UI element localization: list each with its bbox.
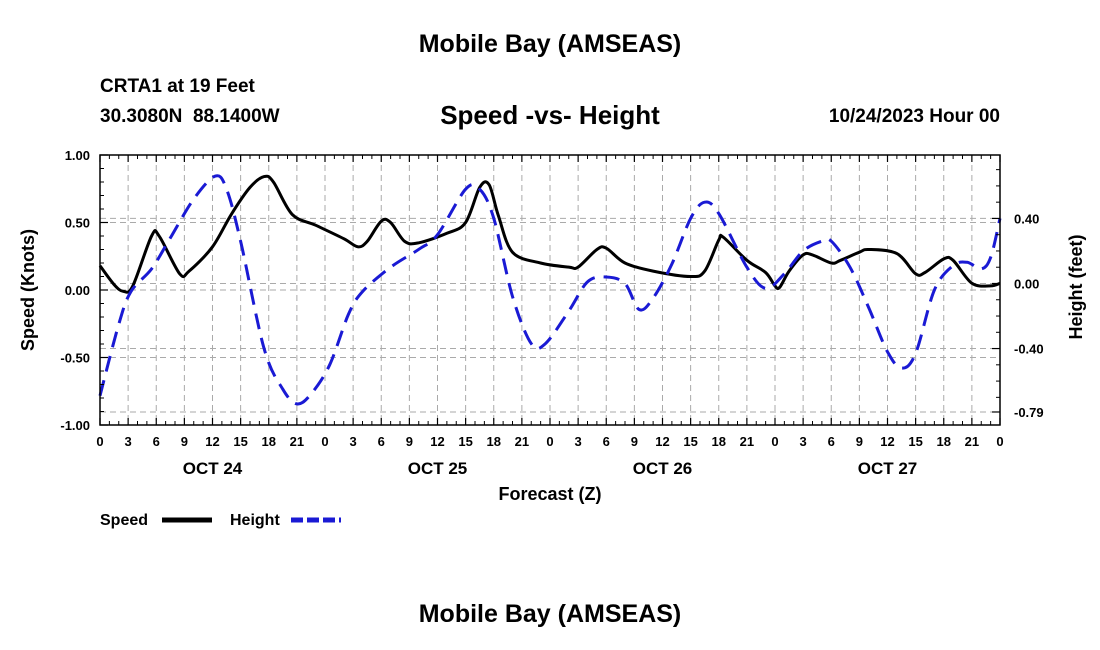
x-tick-label: 0 [996, 434, 1003, 449]
y-tick-label: -1.00 [60, 418, 90, 433]
chart-title: Mobile Bay (AMSEAS) [418, 30, 682, 58]
x-tick-label: 21 [290, 434, 304, 449]
series-speed-line [98, 174, 1001, 294]
x-tick-label: 0 [321, 434, 328, 449]
x-tick-label: 6 [603, 434, 610, 449]
series-height-line [98, 174, 1002, 406]
day-label: OCT 26 [633, 459, 693, 478]
x-tick-label: 0 [771, 434, 778, 449]
x-tick-label: 0 [96, 434, 103, 449]
x-tick-label: 12 [205, 434, 219, 449]
y2-tick-label: -0.40 [1014, 342, 1044, 357]
x-tick-label: 6 [828, 434, 835, 449]
y-tick-label: -0.50 [60, 351, 90, 366]
y2-tick-label: 0.00 [1014, 276, 1039, 291]
x-tick-label: 15 [683, 434, 697, 449]
day-label: OCT 27 [858, 459, 918, 478]
x-tick-label: 21 [515, 434, 529, 449]
x-tick-label: 9 [631, 434, 638, 449]
station-coordinates: 30.3080N 88.1400W [100, 106, 280, 127]
y-tick-label: 1.00 [65, 148, 90, 163]
x-tick-label: 6 [153, 434, 160, 449]
y2-axis-title: Height (feet) [1066, 235, 1086, 340]
footer-title: Mobile Bay (AMSEAS) [418, 600, 682, 628]
x-tick-label: 12 [655, 434, 669, 449]
forecast-datetime: 10/24/2023 Hour 00 [828, 106, 1000, 127]
x-tick-label: 12 [430, 434, 444, 449]
x-tick-label: 3 [125, 434, 132, 449]
x-axis-title: Forecast (Z) [498, 484, 601, 504]
x-tick-label: 21 [740, 434, 754, 449]
x-tick-label: 15 [908, 434, 922, 449]
x-tick-label: 3 [575, 434, 582, 449]
x-tick-label: 9 [181, 434, 188, 449]
legend: Speed Height [100, 512, 341, 529]
y-tick-label: 0.50 [65, 216, 90, 231]
axes-layer: 0 3 6 9 12 15 18 21 0 3 6 9 12 15 18 21 0 3 6 9 12 15 18 21 0 3 6 9… [60, 148, 1043, 478]
day-label: OCT 25 [408, 459, 468, 478]
x-tick-label: 9 [856, 434, 863, 449]
x-tick-label: 9 [406, 434, 413, 449]
x-tick-label: 18 [712, 434, 726, 449]
y-tick-label: 0.00 [65, 283, 90, 298]
legend-label-speed: Speed [100, 512, 148, 529]
chart-subtitle: Speed -vs- Height [440, 100, 660, 130]
y2-tick-label: 0.40 [1014, 211, 1039, 226]
station-name: CRTA1 at 19 Feet [100, 76, 255, 97]
x-tick-label: 18 [937, 434, 951, 449]
legend-label-height: Height [230, 512, 280, 529]
x-tick-label: 15 [458, 434, 472, 449]
grid-layer [100, 155, 1000, 425]
x-tick-label: 21 [965, 434, 979, 449]
x-tick-label: 0 [546, 434, 553, 449]
x-tick-label: 3 [350, 434, 357, 449]
day-label: OCT 24 [183, 459, 243, 478]
x-tick-label: 6 [378, 434, 385, 449]
x-tick-label: 18 [487, 434, 501, 449]
y2-tick-label: -0.79 [1014, 405, 1044, 420]
x-tick-label: 15 [233, 434, 247, 449]
series-layer [98, 174, 1002, 406]
x-tick-label: 3 [800, 434, 807, 449]
y-axis-title: Speed (Knots) [18, 229, 38, 351]
x-tick-label: 18 [262, 434, 276, 449]
x-tick-label: 12 [880, 434, 894, 449]
